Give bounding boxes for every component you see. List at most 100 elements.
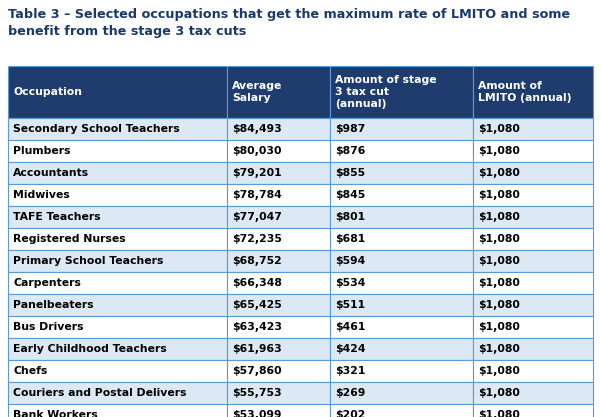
Bar (8, 206, 227, 228)
Text: $1,080: $1,080 (478, 212, 520, 222)
Bar (227, 316, 330, 338)
Text: Table 3 – Selected occupations that get the maximum rate of LMITO and some
benef: Table 3 – Selected occupations that get … (8, 8, 570, 38)
Text: $1,080: $1,080 (478, 190, 520, 200)
Bar (330, 316, 473, 338)
Text: Accountants: Accountants (13, 168, 89, 178)
Bar (473, 338, 593, 360)
Bar (8, 404, 227, 417)
Bar (330, 338, 473, 360)
Text: $78,784: $78,784 (233, 190, 282, 200)
Bar (8, 118, 227, 140)
Bar (227, 162, 330, 184)
Text: Plumbers: Plumbers (13, 146, 70, 156)
Text: $1,080: $1,080 (478, 344, 520, 354)
Bar (330, 184, 473, 206)
Text: $1,080: $1,080 (478, 124, 520, 134)
Text: $845: $845 (335, 190, 365, 200)
Text: $80,030: $80,030 (233, 146, 282, 156)
Text: $461: $461 (335, 322, 365, 332)
Text: Amount of
LMITO (annual): Amount of LMITO (annual) (478, 81, 572, 103)
Bar (8, 294, 227, 316)
Bar (330, 228, 473, 250)
Text: $1,080: $1,080 (478, 366, 520, 376)
Text: $79,201: $79,201 (233, 168, 282, 178)
Bar (330, 404, 473, 417)
Text: $269: $269 (335, 388, 365, 398)
Text: Early Childhood Teachers: Early Childhood Teachers (13, 344, 166, 354)
Bar (227, 382, 330, 404)
Bar (473, 66, 593, 118)
Bar (473, 206, 593, 228)
Text: Bank Workers: Bank Workers (13, 410, 98, 417)
Text: Registered Nurses: Registered Nurses (13, 234, 126, 244)
Bar (8, 250, 227, 272)
Bar (473, 118, 593, 140)
Bar (330, 250, 473, 272)
Text: $63,423: $63,423 (233, 322, 282, 332)
Bar (473, 140, 593, 162)
Bar (330, 118, 473, 140)
Text: $68,752: $68,752 (233, 256, 282, 266)
Bar (473, 184, 593, 206)
Text: Panelbeaters: Panelbeaters (13, 300, 94, 310)
Text: $534: $534 (335, 278, 365, 288)
Text: $1,080: $1,080 (478, 300, 520, 310)
Text: Bus Drivers: Bus Drivers (13, 322, 84, 332)
Text: Amount of stage
3 tax cut
(annual): Amount of stage 3 tax cut (annual) (335, 75, 436, 108)
Text: Primary School Teachers: Primary School Teachers (13, 256, 163, 266)
Bar (8, 162, 227, 184)
Text: Occupation: Occupation (13, 87, 82, 97)
Bar (330, 162, 473, 184)
Text: $1,080: $1,080 (478, 234, 520, 244)
Bar (227, 118, 330, 140)
Bar (8, 184, 227, 206)
Text: $1,080: $1,080 (478, 168, 520, 178)
Bar (8, 316, 227, 338)
Text: $511: $511 (335, 300, 365, 310)
Bar (8, 382, 227, 404)
Text: $77,047: $77,047 (233, 212, 282, 222)
Bar (227, 228, 330, 250)
Text: $424: $424 (335, 344, 365, 354)
Bar (227, 272, 330, 294)
Bar (8, 140, 227, 162)
Text: $1,080: $1,080 (478, 322, 520, 332)
Text: $594: $594 (335, 256, 365, 266)
Text: $84,493: $84,493 (233, 124, 282, 134)
Text: $55,753: $55,753 (233, 388, 282, 398)
Text: $1,080: $1,080 (478, 410, 520, 417)
Bar (330, 66, 473, 118)
Bar (473, 228, 593, 250)
Text: $1,080: $1,080 (478, 256, 520, 266)
Bar (8, 228, 227, 250)
Text: $53,099: $53,099 (233, 410, 282, 417)
Text: Average
Salary: Average Salary (233, 81, 282, 103)
Bar (227, 206, 330, 228)
Bar (8, 66, 227, 118)
Bar (227, 140, 330, 162)
Text: Carpenters: Carpenters (13, 278, 81, 288)
Bar (473, 316, 593, 338)
Text: Chefs: Chefs (13, 366, 47, 376)
Bar (473, 404, 593, 417)
Bar (8, 360, 227, 382)
Text: TAFE Teachers: TAFE Teachers (13, 212, 100, 222)
Text: $1,080: $1,080 (478, 146, 520, 156)
Bar (330, 272, 473, 294)
Text: $202: $202 (335, 410, 365, 417)
Bar (330, 294, 473, 316)
Text: $801: $801 (335, 212, 365, 222)
Bar (227, 184, 330, 206)
Text: $681: $681 (335, 234, 365, 244)
Text: $72,235: $72,235 (233, 234, 282, 244)
Bar (330, 360, 473, 382)
Text: Couriers and Postal Delivers: Couriers and Postal Delivers (13, 388, 186, 398)
Text: $65,425: $65,425 (233, 300, 282, 310)
Text: $876: $876 (335, 146, 365, 156)
Bar (473, 294, 593, 316)
Text: $855: $855 (335, 168, 365, 178)
Bar (227, 404, 330, 417)
Bar (473, 382, 593, 404)
Bar (473, 162, 593, 184)
Bar (330, 140, 473, 162)
